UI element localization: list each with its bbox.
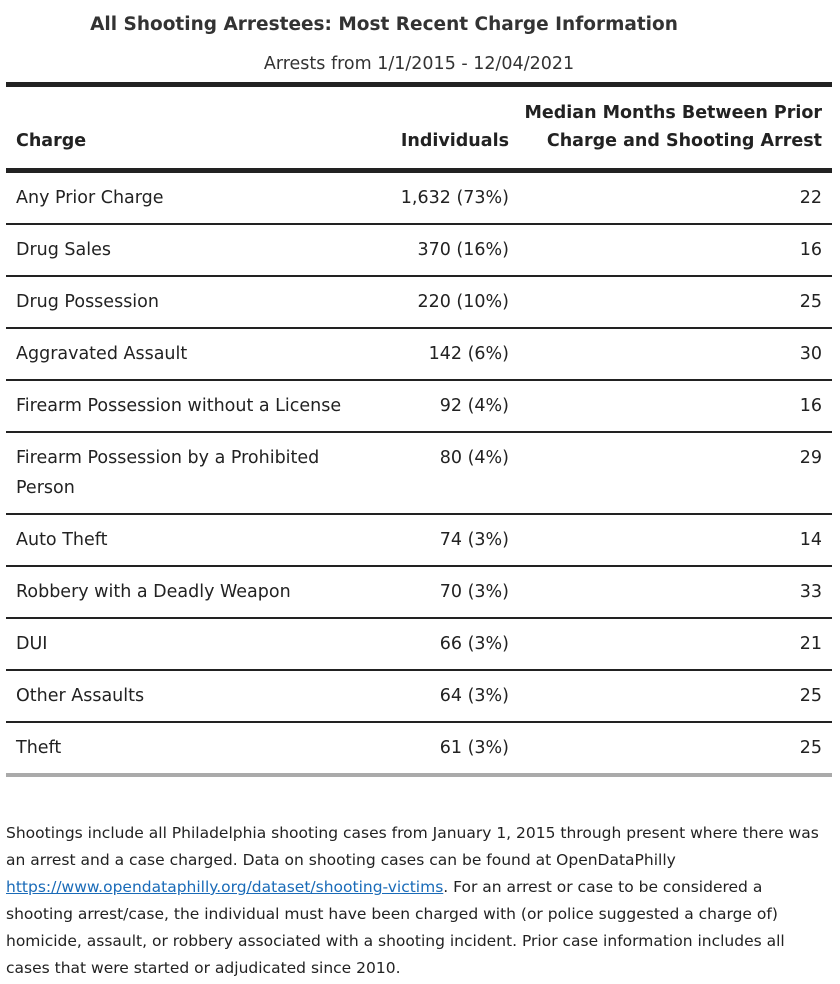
cell-individuals: 370 (16%)	[376, 224, 509, 277]
table-row: Robbery with a Deadly Weapon 70 (3%) 33	[6, 566, 832, 619]
cell-individuals: 70 (3%)	[376, 566, 509, 619]
table-body: Any Prior Charge 1,632 (73%) 22 Drug Sales 3…	[6, 170, 832, 777]
column-header-individuals: Individuals	[376, 87, 509, 173]
cell-median-months: 16	[509, 380, 832, 433]
table-row: Any Prior Charge 1,632 (73%) 22	[6, 170, 832, 225]
cell-median-months: 21	[509, 618, 832, 671]
column-header-median-months: Median Months Between Prior Charge and S…	[509, 87, 832, 173]
table-row: Auto Theft 74 (3%) 14	[6, 514, 832, 567]
chart-subtitle: Arrests from 1/1/2015 - 12/04/2021	[263, 54, 575, 74]
table-row: Firearm Possession without a License 92 (…	[6, 380, 832, 433]
cell-charge: Drug Sales	[6, 224, 376, 277]
cell-median-months: 22	[509, 170, 832, 225]
table-row: Other Assaults 64 (3%) 25	[6, 670, 832, 723]
cell-charge: Aggravated Assault	[6, 328, 376, 381]
cell-charge: Robbery with a Deadly Weapon	[6, 566, 376, 619]
charge-table-container: Charge Individuals Median Months Between…	[6, 82, 832, 777]
table-row: Drug Possession 220 (10%) 25	[6, 276, 832, 329]
cell-charge: Firearm Possession by a Prohibited Perso…	[6, 432, 376, 515]
cell-individuals: 64 (3%)	[376, 670, 509, 723]
cell-charge: Any Prior Charge	[6, 170, 376, 225]
cell-individuals: 220 (10%)	[376, 276, 509, 329]
footnote: Shootings include all Philadelphia shoot…	[6, 820, 832, 982]
chart-title: All Shooting Arrestees: Most Recent Char…	[90, 14, 678, 35]
opendataphilly-link[interactable]: https://www.opendataphilly.org/dataset/s…	[6, 878, 444, 896]
cell-median-months: 29	[509, 432, 832, 515]
cell-individuals: 66 (3%)	[376, 618, 509, 671]
cell-individuals: 92 (4%)	[376, 380, 509, 433]
cell-median-months: 25	[509, 276, 832, 329]
cell-median-months: 25	[509, 670, 832, 723]
cell-median-months: 25	[509, 722, 832, 777]
cell-individuals: 1,632 (73%)	[376, 170, 509, 225]
cell-individuals: 61 (3%)	[376, 722, 509, 777]
table-row: Aggravated Assault 142 (6%) 30	[6, 328, 832, 381]
cell-charge: Firearm Possession without a License	[6, 380, 376, 433]
cell-median-months: 16	[509, 224, 832, 277]
footnote-text-after: . For an arrest or case to be considered…	[6, 878, 785, 977]
table-row: DUI 66 (3%) 21	[6, 618, 832, 671]
column-header-charge: Charge	[6, 87, 376, 173]
cell-charge: Auto Theft	[6, 514, 376, 567]
cell-individuals: 74 (3%)	[376, 514, 509, 567]
footnote-text-before: Shootings include all Philadelphia shoot…	[6, 824, 819, 869]
cell-median-months: 30	[509, 328, 832, 381]
cell-charge: Theft	[6, 722, 376, 777]
cell-charge: Drug Possession	[6, 276, 376, 329]
table-header-row: Charge Individuals Median Months Between…	[6, 87, 832, 173]
cell-median-months: 14	[509, 514, 832, 567]
cell-individuals: 80 (4%)	[376, 432, 509, 515]
table-row: Drug Sales 370 (16%) 16	[6, 224, 832, 277]
table-row: Firearm Possession by a Prohibited Perso…	[6, 432, 832, 515]
cell-individuals: 142 (6%)	[376, 328, 509, 381]
cell-charge: DUI	[6, 618, 376, 671]
table-row: Theft 61 (3%) 25	[6, 722, 832, 777]
cell-charge: Other Assaults	[6, 670, 376, 723]
cell-median-months: 33	[509, 566, 832, 619]
charge-table: Charge Individuals Median Months Between…	[6, 87, 832, 777]
